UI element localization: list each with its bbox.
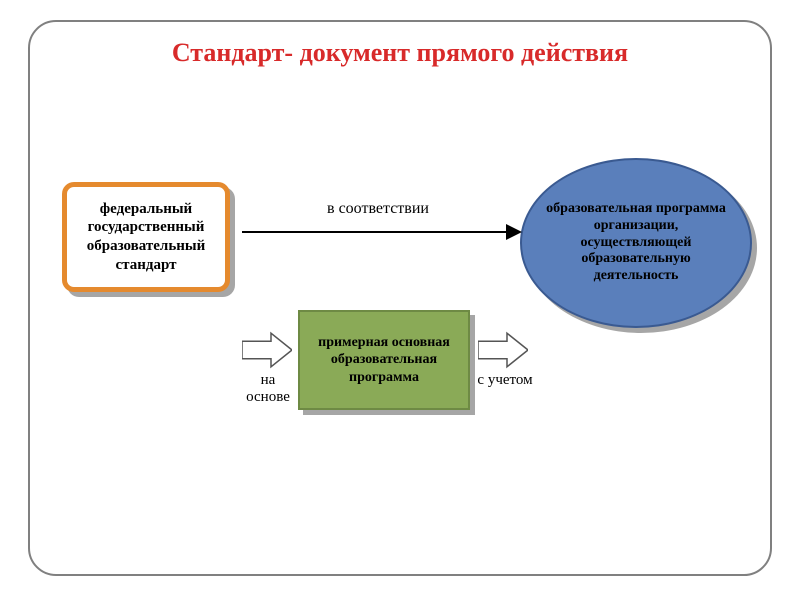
node-program: примерная основная образовательная прогр… [298,310,470,410]
label-basis: на основе [238,372,298,405]
node-standard-text: федеральный государственный образователь… [67,200,225,275]
block-arrow-left [242,330,292,370]
label-accordance: в соответствии [298,200,458,218]
node-org-text: образовательная программа организации, о… [522,201,750,285]
node-program-text: примерная основная образовательная прогр… [300,334,468,387]
arrow-main [240,220,528,244]
slide-title: Стандарт- документ прямого действия [80,38,720,68]
node-org: образовательная программа организации, о… [520,158,752,328]
label-considering: с учетом [474,372,536,389]
block-arrow-right [478,330,528,370]
node-standard: федеральный государственный образователь… [62,182,230,292]
